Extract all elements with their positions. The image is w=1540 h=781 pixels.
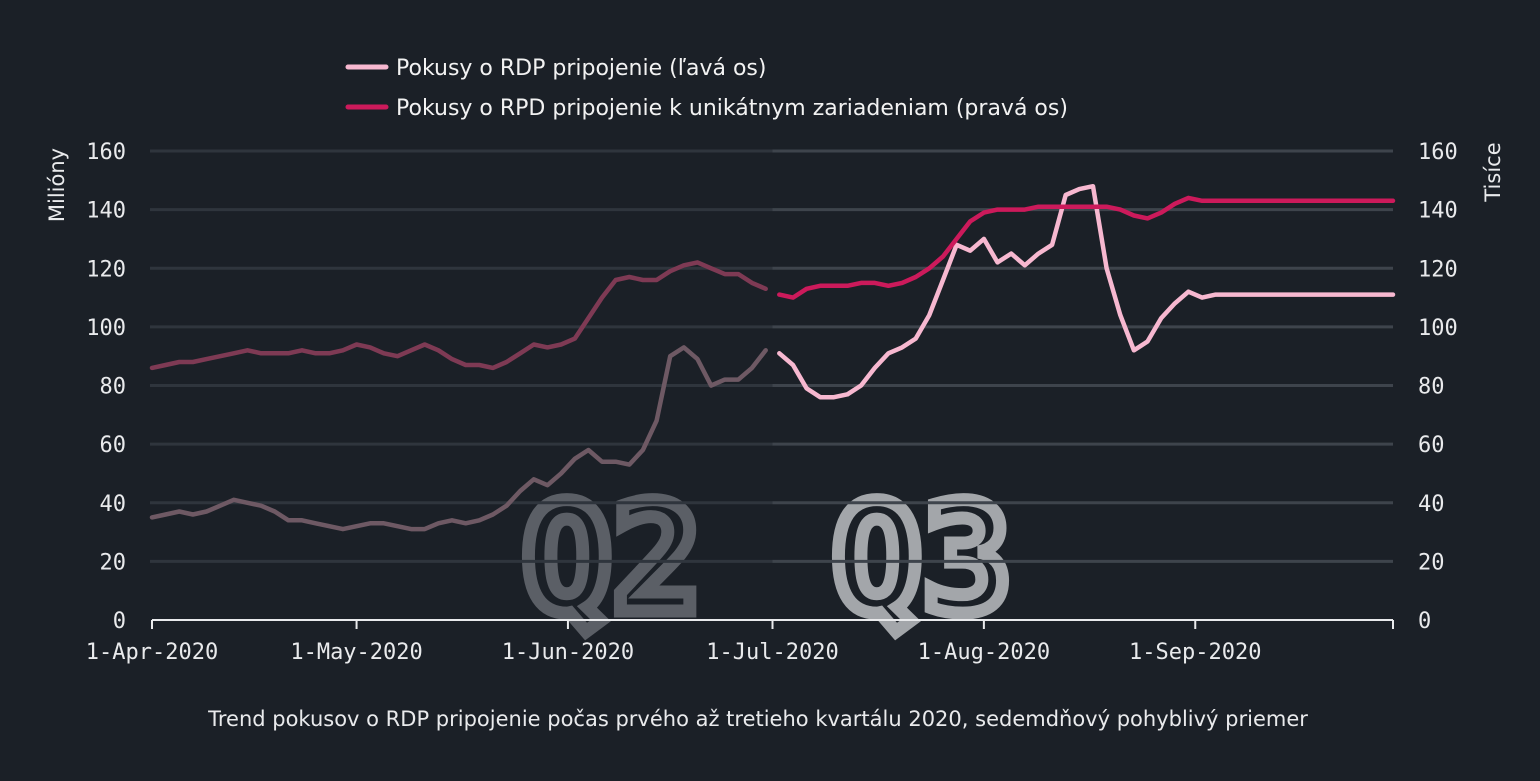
x-tick-label: 1-Jul-2020	[706, 640, 838, 665]
gridlines	[150, 149, 1393, 563]
x-tick-label: 1-Jun-2020	[502, 640, 634, 665]
chart-caption: Trend pokusov o RDP pripojenie počas prv…	[207, 707, 1308, 731]
y-tick-left: 120	[86, 257, 126, 282]
x-tick-label: 1-Apr-2020	[86, 640, 218, 665]
y-tick-left: 140	[86, 199, 126, 224]
series-2-line-q2	[149, 260, 768, 371]
axes: 0 0 20 20 40 40 60 60 80 80 100 100 120 120 140 140 160 1…	[86, 140, 1458, 665]
y-tick-left: 60	[100, 433, 127, 458]
series-2-line-q3	[777, 195, 1396, 300]
y-tick-right: 80	[1418, 375, 1445, 400]
y-tick-left: 20	[100, 550, 127, 575]
x-tick-label: 1-Aug-2020	[918, 640, 1050, 665]
y-tick-right: 40	[1418, 492, 1445, 517]
legend-label-1: Pokusy o RDP pripojenie (ľavá os)	[396, 56, 766, 81]
y-tick-right: 140	[1418, 199, 1458, 224]
y-tick-right: 0	[1418, 609, 1431, 634]
legend: Pokusy o RDP pripojenie (ľavá os) Pokusy …	[345, 56, 1068, 121]
y-tick-right: 120	[1418, 257, 1458, 282]
y-axis-left-title: Milióny	[45, 148, 69, 222]
series-1-line-q3	[777, 183, 1396, 400]
y-axis-right-title: Tisíce	[1481, 142, 1505, 202]
y-tick-left: 100	[86, 316, 126, 341]
y-tick-right: 160	[1418, 140, 1458, 165]
series-lines	[149, 183, 1396, 532]
series-1-line-q2	[149, 345, 768, 532]
legend-label-2: Pokusy o RPD pripojenie k unikátnym zari…	[396, 96, 1068, 121]
y-tick-left: 80	[100, 375, 127, 400]
x-tick-label: 1-May-2020	[290, 640, 422, 665]
y-tick-left: 160	[86, 140, 126, 165]
y-tick-right: 100	[1418, 316, 1458, 341]
x-tick-label: 1-Sep-2020	[1129, 640, 1261, 665]
y-tick-left: 40	[100, 492, 127, 517]
y-tick-right: 60	[1418, 433, 1445, 458]
y-tick-right: 20	[1418, 550, 1445, 575]
y-tick-left: 0	[113, 609, 126, 634]
